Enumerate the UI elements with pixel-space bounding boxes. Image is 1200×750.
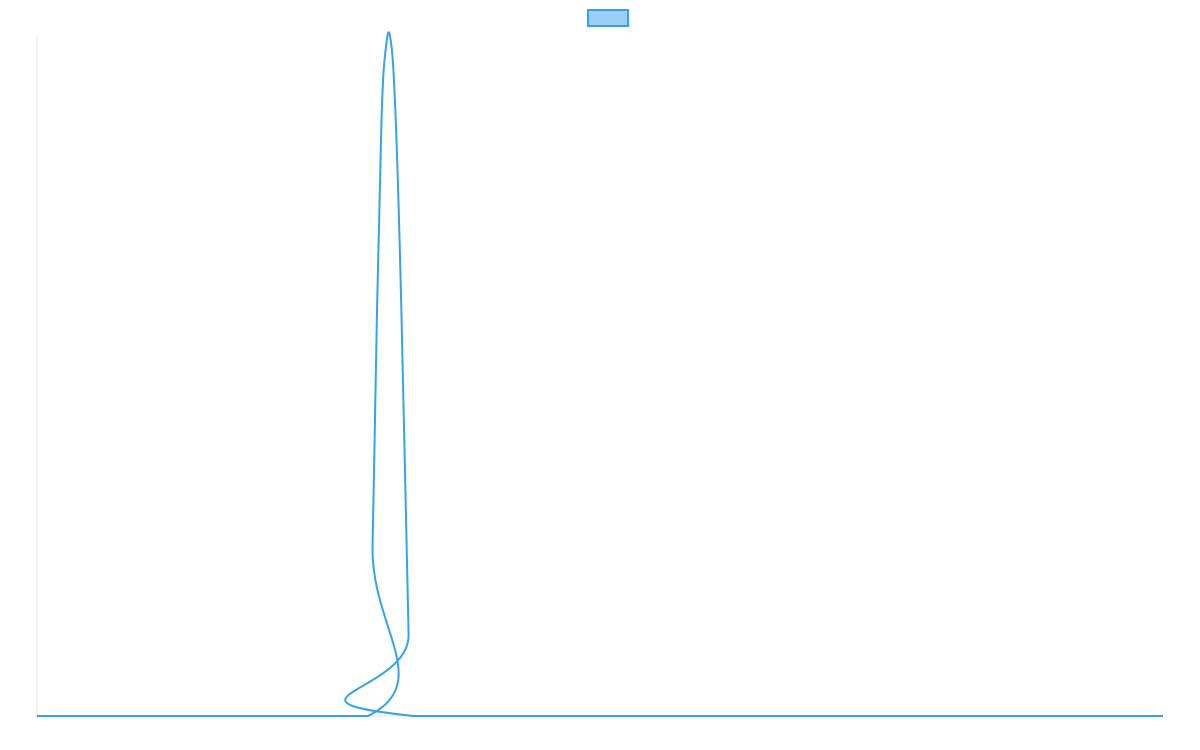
legend-swatch-0[interactable] — [587, 9, 629, 27]
series-line-0 — [37, 31, 1163, 718]
series-layer — [37, 31, 1163, 718]
legend — [587, 9, 629, 27]
